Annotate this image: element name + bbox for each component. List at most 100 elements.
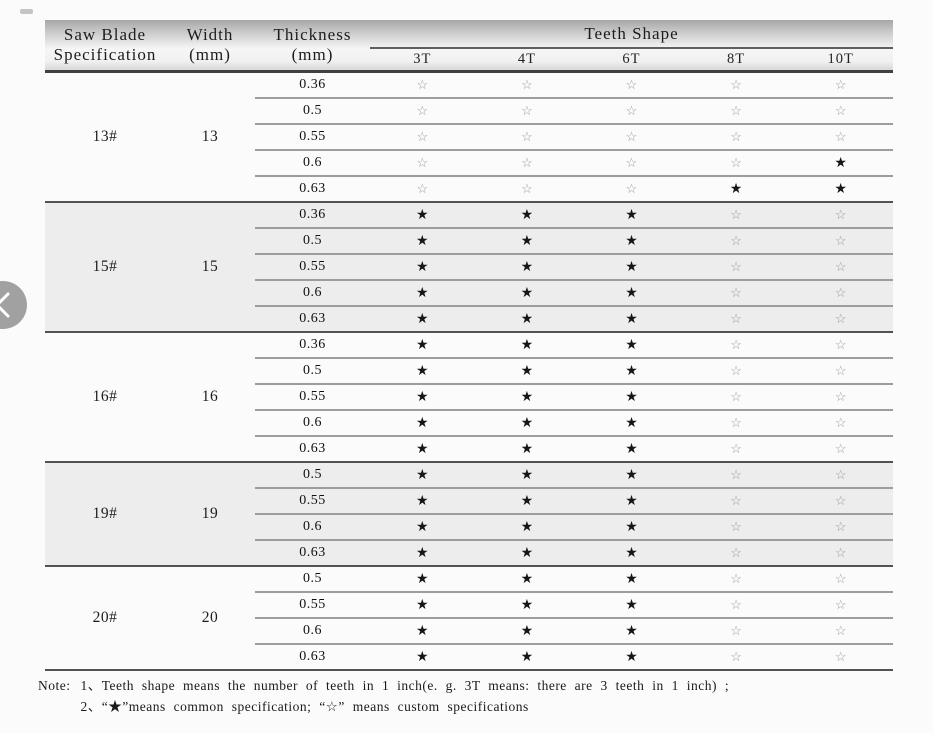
teeth-col-6t: 6T	[622, 51, 641, 67]
star-common-6t: ★	[625, 337, 638, 353]
thickness-cell: 0.36	[299, 337, 326, 352]
group-rows: 0.5 ★ ★ ★ ☆ ☆ 0.55 ★ ★ ★ ☆ ☆ 0.6 ★ ★ ★ ☆ ☆ 0.63 ★ ★ ★ ☆ ☆	[255, 463, 893, 565]
star-common-6t: ★	[625, 571, 638, 587]
table-row: 0.63 ★ ★ ★ ☆ ☆	[255, 643, 893, 669]
group-19: 19# 19 0.5 ★ ★ ★ ☆ ☆ 0.55 ★ ★ ★ ☆ ☆ 0.6 ★ ★ ★ ☆ ☆ 0.63 ★ ★ ★ ☆ ☆	[45, 463, 893, 567]
star-common-3t: ★	[416, 311, 429, 327]
star-custom-10t: ☆	[834, 103, 847, 118]
thickness-cell: 0.5	[303, 467, 322, 482]
header-spec-line2: Specification	[53, 45, 157, 64]
star-custom-3t: ☆	[416, 155, 429, 170]
star-custom-10t: ☆	[834, 571, 847, 586]
header-teeth-shape-group: Teeth Shape 3T 4T 6T 8T 10T	[370, 20, 893, 70]
star-common-3t: ★	[416, 519, 429, 535]
thickness-cell: 0.63	[299, 441, 326, 456]
group-13: 13# 13 0.36 ☆ ☆ ☆ ☆ ☆ 0.5 ☆ ☆ ☆ ☆ ☆ 0.55 ☆ ☆ ☆ ☆ ☆ 0.6 ☆ ☆ ☆ ☆ ★ 0…	[45, 73, 893, 203]
thickness-cell: 0.55	[299, 597, 326, 612]
star-common-6t: ★	[625, 389, 638, 405]
star-custom-4t: ☆	[521, 103, 533, 118]
thickness-cell: 0.6	[303, 415, 322, 430]
star-custom-8t: ☆	[730, 103, 742, 118]
star-custom-10t: ☆	[834, 337, 847, 352]
star-custom-10t: ☆	[834, 129, 847, 144]
star-common-4t: ★	[520, 649, 534, 665]
thickness-cell: 0.36	[299, 207, 326, 222]
table-row: 0.55 ★ ★ ★ ☆ ☆	[255, 383, 893, 409]
thickness-cell: 0.6	[303, 155, 322, 170]
table-row: 0.55 ★ ★ ★ ☆ ☆	[255, 487, 893, 513]
star-custom-10t: ☆	[834, 545, 847, 560]
star-common-3t: ★	[416, 623, 429, 639]
chevron-left-icon	[0, 290, 14, 320]
width-cell: 13	[201, 128, 219, 145]
star-common-3t: ★	[416, 285, 429, 301]
star-custom-8t: ☆	[730, 649, 742, 664]
table-row: 0.36 ★ ★ ★ ☆ ☆	[255, 333, 893, 357]
header-thickness-line1: Thickness	[273, 24, 352, 44]
star-common-3t: ★	[416, 389, 429, 405]
header-thickness-line2: (mm)	[291, 45, 334, 64]
star-custom-8t: ☆	[730, 415, 742, 430]
teeth-cols-row: 3T 4T 6T 8T 10T	[370, 49, 893, 70]
star-custom-10t: ☆	[834, 259, 847, 274]
group-rows: 0.36 ★ ★ ★ ☆ ☆ 0.5 ★ ★ ★ ☆ ☆ 0.55 ★ ★ ★ ☆ ☆ 0.6 ★ ★ ★ ☆ ☆ 0.63 ★ ★…	[255, 333, 893, 461]
teeth-col-8t: 8T	[727, 51, 746, 67]
group-rows: 0.36 ☆ ☆ ☆ ☆ ☆ 0.5 ☆ ☆ ☆ ☆ ☆ 0.55 ☆ ☆ ☆ ☆ ☆ 0.6 ☆ ☆ ☆ ☆ ★ 0.63 ☆ ☆…	[255, 73, 893, 201]
group-20: 20# 20 0.5 ★ ★ ★ ☆ ☆ 0.55 ★ ★ ★ ☆ ☆ 0.6 ★ ★ ★ ☆ ☆ 0.63 ★ ★ ★ ☆ ☆	[45, 567, 893, 671]
star-common-4t: ★	[520, 571, 534, 587]
star-custom-8t: ☆	[730, 519, 742, 534]
star-custom-10t: ☆	[834, 597, 847, 612]
star-common-3t: ★	[416, 467, 429, 483]
note-item-1: 1、Teeth shape means the number of teeth …	[80, 678, 730, 693]
thickness-cell: 0.55	[299, 129, 326, 144]
header-width-line1: Width	[186, 24, 234, 44]
header-teeth-shape-title: Teeth Shape	[370, 20, 893, 49]
star-custom-8t: ☆	[730, 389, 742, 404]
spec-cell: 16#	[92, 388, 118, 405]
star-custom-8t: ☆	[730, 545, 742, 560]
spec-cell: 13#	[92, 128, 118, 145]
table-row: 0.63 ☆ ☆ ☆ ★ ★	[255, 175, 893, 201]
star-common-3t: ★	[416, 493, 429, 509]
star-common-4t: ★	[520, 363, 534, 379]
thickness-cell: 0.6	[303, 623, 322, 638]
table-row: 0.63 ★ ★ ★ ☆ ☆	[255, 305, 893, 331]
star-common-4t: ★	[520, 233, 534, 249]
star-common-6t: ★	[625, 285, 638, 301]
star-custom-10t: ☆	[834, 363, 847, 378]
star-custom-8t: ☆	[730, 155, 742, 170]
thickness-cell: 0.5	[303, 103, 322, 118]
star-custom-6t: ☆	[625, 129, 638, 144]
thickness-cell: 0.63	[299, 545, 326, 560]
thickness-cell: 0.5	[303, 571, 322, 586]
carousel-prev-button[interactable]	[0, 281, 27, 329]
table-row: 0.5 ★ ★ ★ ☆ ☆	[255, 567, 893, 591]
star-custom-10t: ☆	[834, 441, 847, 456]
star-custom-10t: ☆	[834, 233, 847, 248]
star-custom-10t: ☆	[834, 649, 847, 664]
star-custom-10t: ☆	[834, 415, 847, 430]
star-custom-8t: ☆	[730, 623, 742, 638]
star-common-6t: ★	[625, 207, 638, 223]
star-common-8t: ★	[729, 181, 743, 197]
spec-cell: 19#	[92, 505, 118, 522]
thickness-cell: 0.55	[299, 389, 326, 404]
star-custom-6t: ☆	[625, 77, 638, 92]
table-row: 0.5 ☆ ☆ ☆ ☆ ☆	[255, 97, 893, 123]
star-custom-10t: ☆	[834, 285, 847, 300]
star-common-6t: ★	[625, 363, 638, 379]
star-custom-8t: ☆	[730, 441, 742, 456]
thickness-cell: 0.6	[303, 519, 322, 534]
star-custom-4t: ☆	[521, 181, 533, 196]
star-common-6t: ★	[625, 259, 638, 275]
star-common-6t: ★	[625, 415, 638, 431]
star-common-4t: ★	[520, 493, 534, 509]
width-cell: 20	[201, 609, 219, 626]
star-common-10t: ★	[834, 181, 847, 197]
header-width-line2: (mm)	[189, 45, 231, 64]
table-row: 0.63 ★ ★ ★ ☆ ☆	[255, 539, 893, 565]
thickness-cell: 0.5	[303, 363, 322, 378]
star-custom-10t: ☆	[834, 519, 847, 534]
scan-artifact-mark	[20, 9, 33, 14]
star-common-3t: ★	[416, 597, 429, 613]
